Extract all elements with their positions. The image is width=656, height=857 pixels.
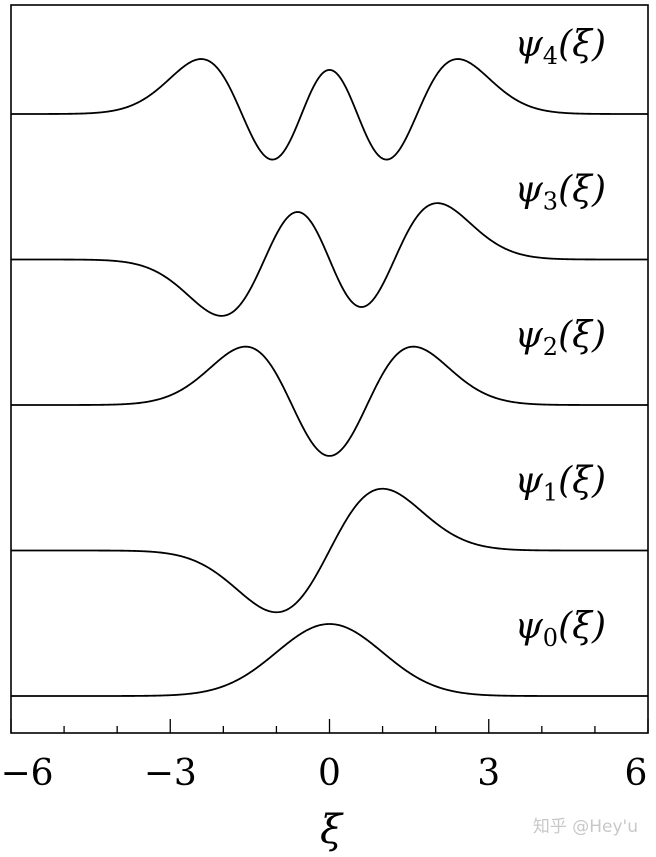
x-tick-label: −6: [0, 753, 53, 794]
series-label-psi-1: ψ1(ξ): [515, 461, 606, 507]
series-label-psi-3: ψ3(ξ): [515, 170, 606, 216]
series-labels-group: ψ0(ξ) ψ1(ξ) ψ2(ξ) ψ3(ξ) ψ4(ξ): [515, 24, 606, 652]
curve-psi-1: [11, 487, 648, 614]
curve-psi-4: [11, 58, 648, 161]
x-ticks-group: [10, 719, 649, 733]
x-tick-label: −3: [144, 753, 197, 794]
series-label-psi-0: ψ0(ξ): [515, 606, 606, 652]
x-tick-label: 0: [318, 753, 341, 794]
curve-psi-2: [11, 345, 648, 457]
x-tick-labels-group: −6 −3 0 3 6: [0, 753, 647, 794]
curves-group: [11, 58, 648, 697]
curve-psi-0: [11, 623, 648, 697]
x-axis-label: ξ: [320, 807, 344, 853]
x-tick-label: 3: [477, 753, 500, 794]
curve-psi-3: [11, 202, 648, 317]
x-tick-label: 6: [625, 753, 648, 794]
watermark: 知乎 @Hey'u: [533, 817, 638, 837]
series-label-psi-4: ψ4(ξ): [515, 24, 606, 70]
series-label-psi-2: ψ2(ξ): [515, 315, 606, 361]
